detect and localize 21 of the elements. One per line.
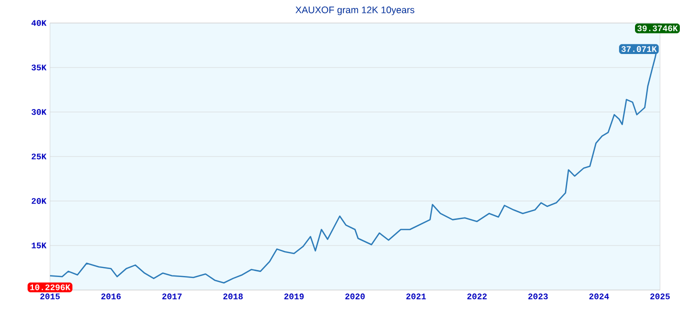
x-tick-label: 2023 [528, 294, 548, 300]
chart-title: XAUXOF gram 12K 10years [296, 6, 414, 16]
y-tick-label: 40K [31, 20, 46, 26]
x-tick-label: 2019 [284, 294, 304, 300]
y-tick-label: 25K [32, 154, 46, 160]
y-tick-label: 15K [32, 242, 46, 248]
x-tick-label: 2018 [223, 294, 243, 300]
x-tick-label: 2021 [406, 294, 426, 300]
x-tick-label: 2024 [589, 294, 609, 300]
x-tick-label: 2017 [162, 294, 182, 300]
annotation: 39.3746K [637, 25, 678, 32]
x-tick-label: 2022 [467, 294, 487, 300]
annotation: 37.071K [621, 46, 657, 52]
y-tick-label: 35K [32, 64, 46, 70]
y-tick-label: 30K [32, 109, 46, 115]
x-tick-label: 2025 [650, 294, 670, 300]
x-tick-label: 2016 [101, 294, 121, 300]
x-tick-label: 2015 [40, 294, 60, 300]
x-tick-label: 2020 [345, 294, 365, 300]
y-tick-label: 20K [32, 198, 46, 204]
annotation: 10.2296K [30, 284, 70, 290]
